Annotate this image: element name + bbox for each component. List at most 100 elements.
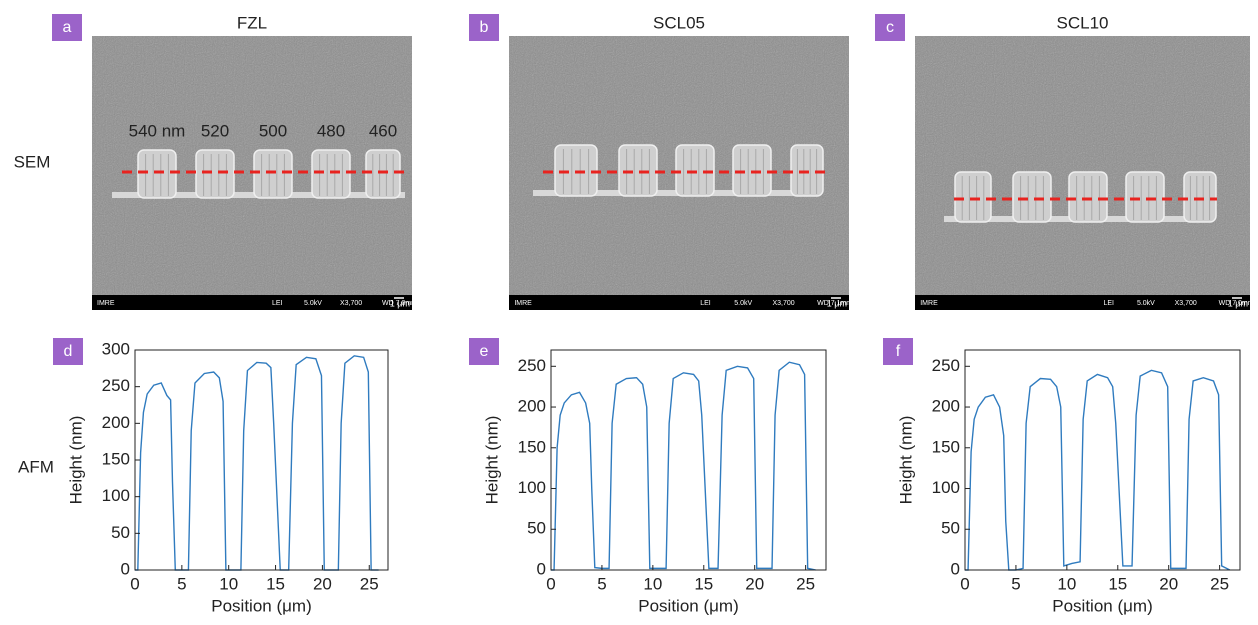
sem-pillar: [195, 149, 235, 199]
x-tick-label: 25: [1210, 574, 1229, 593]
x-tick-label: 10: [219, 574, 238, 593]
row-label: SEM: [14, 152, 51, 171]
x-tick-label: 15: [1108, 574, 1127, 593]
x-axis-label: Position (μm): [211, 596, 311, 615]
sem-infobar: [915, 295, 1250, 310]
y-tick-label: 250: [518, 356, 546, 375]
panel-title: SCL05: [653, 13, 705, 32]
data-line: [965, 369, 1231, 571]
y-axis-label: Height (nm): [66, 416, 85, 505]
panel-label: c: [886, 19, 894, 36]
y-tick-label: 0: [537, 559, 546, 578]
y-tick-label: 250: [932, 356, 960, 375]
y-axis-label: Height (nm): [482, 416, 501, 505]
sem-info: LEI: [1103, 300, 1114, 307]
panel-title: SCL10: [1057, 13, 1109, 32]
sem-infobar: [509, 295, 849, 310]
sem-annotation: 480: [317, 121, 345, 140]
sem-pillar: [1125, 171, 1165, 223]
sem-info: IMRE: [920, 300, 938, 307]
x-tick-label: 0: [546, 574, 555, 593]
x-tick-label: 15: [266, 574, 285, 593]
x-tick-label: 10: [643, 574, 662, 593]
y-tick-label: 150: [102, 449, 130, 468]
sem-info: WD 7.1mm: [817, 300, 852, 307]
y-tick-label: 100: [102, 486, 130, 505]
sem-pillar: [253, 149, 293, 199]
sem-info: 5.0kV: [734, 300, 752, 307]
y-tick-label: 150: [518, 437, 546, 456]
y-tick-label: 50: [941, 519, 960, 538]
sem-pillar: [1068, 171, 1108, 223]
y-tick-label: 100: [932, 478, 960, 497]
sem-info: 5.0kV: [304, 300, 322, 307]
x-tick-label: 20: [313, 574, 332, 593]
panel-title: FZL: [237, 13, 267, 32]
sem-info: X3,700: [340, 300, 362, 307]
x-tick-label: 5: [1011, 574, 1020, 593]
x-tick-label: 5: [177, 574, 186, 593]
sem-info: LEI: [700, 300, 711, 307]
y-tick-label: 0: [121, 559, 130, 578]
x-axis-label: Position (μm): [1052, 596, 1152, 615]
panel-label: b: [480, 19, 489, 36]
sem-annotation: 500: [259, 121, 287, 140]
scale-bar-label: 1 μm: [390, 298, 410, 308]
sem-info: WD 7.0mm: [382, 300, 417, 307]
sem-pillar: [311, 149, 351, 199]
x-tick-label: 20: [745, 574, 764, 593]
y-tick-label: 300: [102, 339, 130, 358]
panel-badge: [53, 338, 83, 365]
x-tick-label: 25: [360, 574, 379, 593]
sem-pillar: [365, 149, 401, 199]
y-tick-label: 50: [111, 523, 130, 542]
sem-annotation: 460: [369, 121, 397, 140]
panel-badge: [883, 338, 913, 365]
panel-badge: [875, 14, 905, 41]
y-tick-label: 200: [518, 397, 546, 416]
panel-badge: [52, 14, 82, 41]
sem-info: IMRE: [514, 300, 532, 307]
plot-frame: [550, 349, 827, 571]
y-tick-label: 100: [518, 478, 546, 497]
data-line: [551, 361, 816, 571]
panel-label: e: [480, 343, 489, 360]
y-tick-label: 200: [932, 397, 960, 416]
plot-frame: [134, 349, 389, 571]
data-line: [135, 355, 379, 571]
y-tick-label: 150: [932, 437, 960, 456]
panel-badge: [469, 338, 499, 365]
sem-info: IMRE: [97, 300, 115, 307]
sem-infobar: [92, 295, 412, 310]
y-axis-label: Height (nm): [896, 416, 915, 505]
scale-bar-label: 1 μm: [827, 298, 847, 308]
panel-label: a: [63, 19, 72, 36]
sem-info: WD 7.0mm: [1219, 300, 1254, 307]
x-tick-label: 10: [1057, 574, 1076, 593]
sem-pillar: [954, 171, 992, 223]
sem-info: X3,700: [773, 300, 795, 307]
x-tick-label: 15: [694, 574, 713, 593]
x-tick-label: 0: [960, 574, 969, 593]
sem-pillar: [137, 149, 177, 199]
panel-label: f: [896, 343, 901, 360]
panel-label: d: [64, 343, 73, 360]
sem-info: 5.0kV: [1137, 300, 1155, 307]
x-tick-label: 20: [1159, 574, 1178, 593]
sem-info: X3,700: [1175, 300, 1197, 307]
x-axis-label: Position (μm): [638, 596, 738, 615]
y-tick-label: 200: [102, 413, 130, 432]
sem-pillar: [1183, 171, 1217, 223]
sem-pillar: [1012, 171, 1052, 223]
sem-annotation: 520: [201, 121, 229, 140]
plot-frame: [964, 349, 1241, 571]
y-tick-label: 250: [102, 376, 130, 395]
x-tick-label: 25: [796, 574, 815, 593]
row-label: AFM: [18, 457, 54, 476]
x-tick-label: 5: [597, 574, 606, 593]
y-tick-label: 50: [527, 519, 546, 538]
scale-bar-label: 1 μm: [1228, 298, 1248, 308]
x-tick-label: 0: [130, 574, 139, 593]
panel-badge: [469, 14, 499, 41]
